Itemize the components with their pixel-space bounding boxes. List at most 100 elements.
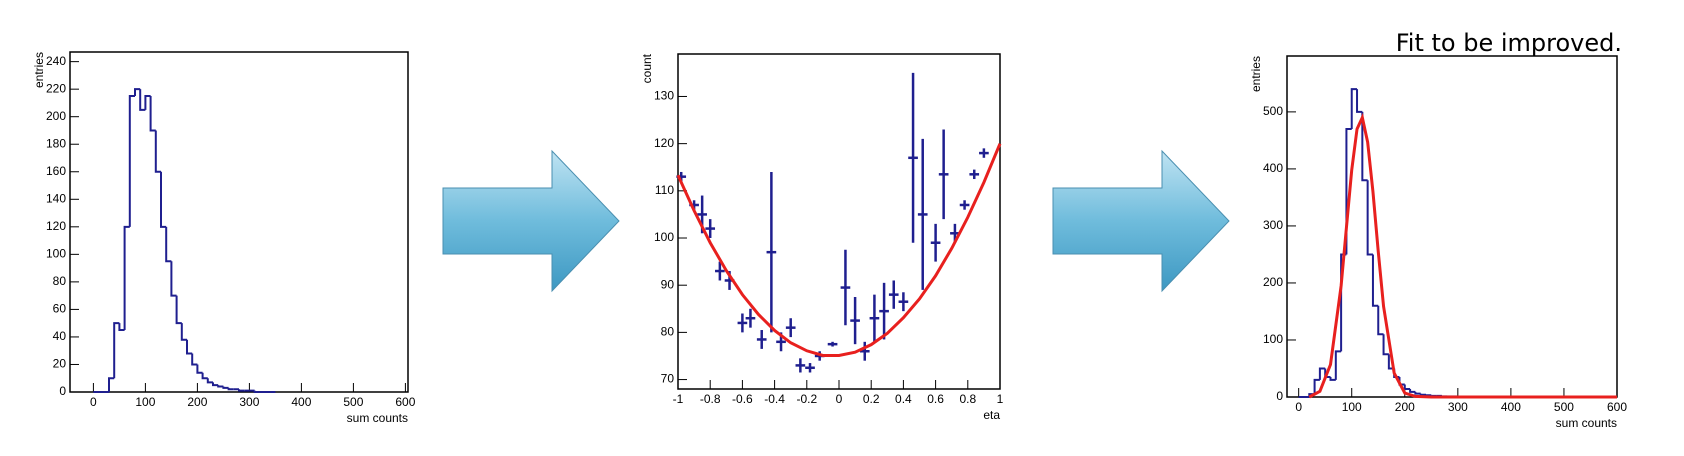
histogram-bin — [113, 322, 120, 379]
y-tick-label: 80 — [53, 274, 67, 288]
y-tick-label: 80 — [661, 325, 675, 339]
x-tick-label: 500 — [1554, 400, 1574, 414]
histogram-bin — [175, 295, 182, 325]
histogram-bin — [123, 225, 130, 331]
histogram-bin — [128, 95, 135, 227]
histogram-bin — [1334, 350, 1342, 380]
histogram-bin — [196, 364, 203, 374]
y-tick-label: 100 — [1263, 332, 1283, 346]
y-tick-label: 60 — [53, 302, 67, 316]
x-tick-label: 0.6 — [927, 392, 944, 406]
histogram-bin — [180, 323, 187, 341]
x-tick-label: -0.8 — [700, 392, 721, 406]
y-tick-label: 300 — [1263, 218, 1283, 232]
x-axis-label: eta — [983, 408, 1000, 422]
histogram-bin — [238, 389, 245, 392]
y-tick-label: 400 — [1263, 161, 1283, 175]
x-tick-label: 600 — [1607, 400, 1627, 414]
x-tick-label: 200 — [187, 395, 207, 409]
fit-curve — [676, 143, 1002, 357]
histogram-bin — [139, 89, 146, 111]
histogram-bin — [1403, 384, 1411, 391]
y-tick-label: 110 — [655, 183, 674, 197]
x-tick-label: -0.4 — [764, 392, 785, 406]
histogram-bin — [253, 390, 260, 393]
histogram-bin — [1313, 378, 1320, 395]
y-tick-label: 200 — [1263, 275, 1283, 289]
histogram-bin — [160, 171, 167, 228]
y-tick-label: 100 — [654, 230, 674, 244]
y-tick-label: 180 — [46, 136, 66, 150]
histogram-bin — [201, 372, 208, 380]
histogram-bin — [118, 323, 125, 332]
x-tick-label: 0 — [90, 395, 97, 409]
x-tick-label: 100 — [1342, 400, 1362, 414]
plot-frame — [677, 53, 1001, 390]
x-tick-label: 0 — [1295, 400, 1302, 414]
x-tick-label: 600 — [395, 395, 415, 409]
histogram-bin — [108, 377, 115, 392]
x-tick-label: -1 — [673, 392, 684, 406]
y-tick-label: 100 — [46, 247, 66, 261]
fit-curve — [1308, 112, 1617, 399]
y-tick-label: 0 — [1276, 389, 1283, 403]
x-tick-label: 0.4 — [895, 392, 912, 406]
y-tick-label: 140 — [46, 191, 66, 205]
histogram-bin — [206, 378, 213, 384]
histogram-bin — [1318, 367, 1326, 380]
x-tick-label: 0.8 — [959, 392, 976, 406]
y-tick-label: 120 — [46, 219, 66, 233]
x-tick-label: 400 — [1501, 400, 1521, 414]
y-tick-label: 160 — [46, 164, 66, 178]
histogram-bin — [134, 88, 141, 97]
histogram-bin — [222, 386, 229, 389]
histogram-bin — [1371, 254, 1379, 307]
x-tick-label: 200 — [1395, 400, 1415, 414]
plot-frame — [1286, 55, 1618, 398]
histogram-bin — [217, 385, 224, 388]
histogram-bin — [170, 261, 177, 297]
histogram-bin — [1329, 377, 1336, 381]
x-tick-label: 300 — [1448, 400, 1468, 414]
x-tick-label: 1 — [997, 392, 1004, 406]
histogram-bin — [1366, 180, 1373, 256]
histogram-bin — [1419, 393, 1426, 396]
y-tick-label: 500 — [1263, 104, 1283, 118]
y-tick-label: 20 — [53, 357, 67, 371]
x-tick-label: 0 — [836, 392, 843, 406]
histogram-bin — [1377, 305, 1384, 336]
plot-frame — [69, 51, 409, 393]
histogram-bin — [149, 96, 156, 132]
y-axis-label: entries — [32, 52, 46, 88]
x-tick-label: 300 — [239, 395, 259, 409]
histogram-bin — [186, 339, 193, 355]
histogram-bin — [191, 353, 198, 366]
y-tick-label: 40 — [53, 329, 67, 343]
histogram-bin — [212, 382, 219, 387]
x-tick-label: 400 — [291, 395, 311, 409]
y-axis-label: entries — [1249, 56, 1263, 92]
y-tick-label: 70 — [661, 372, 675, 386]
y-tick-label: 130 — [654, 89, 674, 103]
histogram-bin — [1361, 111, 1368, 182]
histogram-bin — [1414, 391, 1421, 395]
arrow — [1052, 149, 1230, 293]
y-tick-label: 200 — [46, 109, 66, 123]
arrow — [442, 149, 620, 293]
y-axis-label: count — [640, 53, 654, 83]
x-tick-label: 500 — [343, 395, 363, 409]
y-tick-label: 0 — [59, 384, 66, 398]
histogram-bin — [144, 95, 151, 110]
y-tick-label: 90 — [661, 277, 675, 291]
annotation: Fit to be improved. — [1396, 29, 1622, 57]
histogram-bin — [1425, 394, 1432, 397]
y-tick-label: 240 — [46, 54, 66, 68]
x-tick-label: -0.2 — [796, 392, 817, 406]
histogram-bin — [165, 226, 172, 263]
histogram-bin — [1356, 89, 1363, 113]
x-tick-label: 100 — [135, 395, 155, 409]
histogram-bin — [154, 130, 161, 173]
x-tick-label: 0.2 — [863, 392, 880, 406]
y-tick-label: 220 — [46, 81, 66, 95]
